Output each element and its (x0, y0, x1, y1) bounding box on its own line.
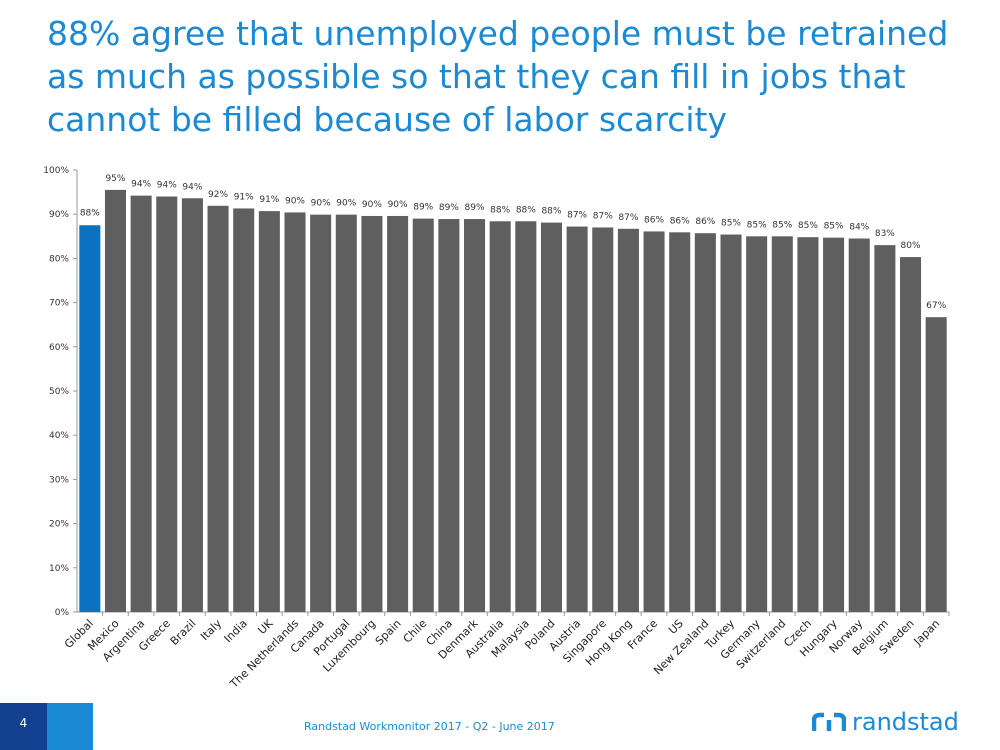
data-label: 92% (208, 190, 228, 200)
bar (694, 233, 716, 612)
y-tick-label: 70% (49, 299, 69, 309)
data-label: 94% (131, 180, 151, 190)
y-tick-label: 50% (49, 387, 69, 397)
y-tick-label: 80% (49, 254, 69, 264)
data-label: 88% (80, 208, 100, 218)
data-label: 94% (182, 182, 202, 192)
y-tick-label: 60% (49, 343, 69, 353)
bar (900, 257, 922, 612)
data-label: 85% (747, 220, 767, 230)
bar (207, 205, 229, 612)
data-label: 90% (388, 200, 408, 210)
logo-text: randstad (852, 708, 959, 736)
bar (925, 317, 947, 612)
data-label: 85% (772, 220, 792, 230)
bar (361, 215, 383, 612)
bar (823, 237, 845, 612)
data-label: 91% (259, 195, 279, 205)
bar (566, 226, 588, 613)
data-label: 85% (824, 222, 844, 232)
data-label: 88% (541, 207, 561, 217)
footer-bar-dark (0, 703, 47, 750)
data-label: 89% (439, 203, 459, 213)
data-label: 95% (105, 174, 125, 184)
bar (515, 221, 537, 612)
y-tick-label: 10% (49, 564, 69, 574)
bar (104, 189, 126, 612)
bar (438, 219, 460, 612)
bar (335, 214, 357, 612)
category-label: Italy (198, 617, 224, 643)
bar (79, 225, 101, 612)
bar (848, 238, 870, 612)
y-tick-label: 40% (49, 431, 69, 441)
y-tick-label: 30% (49, 475, 69, 485)
footer-source: Randstad Workmonitor 2017 - Q2 - June 20… (304, 720, 555, 733)
bar (643, 231, 665, 613)
category-label: Brazil (168, 617, 199, 648)
bar (720, 234, 742, 613)
footer-bar-light (47, 703, 93, 750)
data-label: 91% (234, 192, 254, 202)
bar (746, 236, 768, 613)
bar (464, 219, 486, 612)
category-label: US (666, 617, 686, 637)
data-label: 67% (926, 301, 946, 311)
y-tick-label: 0% (55, 608, 70, 618)
bar (181, 198, 203, 612)
category-label: Japan (911, 617, 943, 649)
bar (874, 245, 896, 612)
y-tick-label: 90% (49, 210, 69, 220)
data-label: 89% (413, 203, 433, 213)
bar (489, 221, 511, 612)
data-label: 87% (593, 211, 613, 221)
bar (258, 211, 280, 612)
category-label: India (222, 617, 250, 645)
data-label: 90% (336, 199, 356, 209)
randstad-logo: randstad (812, 708, 959, 736)
bar (771, 236, 793, 613)
data-label: 86% (695, 217, 715, 227)
bar (412, 218, 434, 612)
data-label: 90% (362, 200, 382, 210)
bar (592, 227, 614, 612)
data-label: 85% (721, 219, 741, 229)
bar (540, 222, 562, 612)
page-number: 4 (19, 716, 28, 730)
bar (233, 208, 255, 613)
data-label: 85% (798, 221, 818, 231)
bar (387, 215, 409, 612)
data-label: 88% (516, 205, 536, 215)
data-label: 94% (157, 181, 177, 191)
data-label: 90% (285, 196, 305, 206)
data-label: 89% (465, 203, 485, 213)
bar (669, 232, 691, 612)
data-label: 84% (849, 223, 869, 233)
data-label: 80% (901, 241, 921, 251)
data-label: 86% (670, 216, 690, 226)
data-label: 90% (311, 199, 331, 209)
y-tick-label: 20% (49, 520, 69, 530)
chart-title: 88% agree that unemployed people must be… (47, 14, 949, 139)
bar (797, 237, 819, 612)
bar-chart: 0%10%20%30%40%50%60%70%80%90%100%88%Glob… (43, 166, 950, 691)
data-label: 87% (618, 213, 638, 223)
category-label: Spain (373, 617, 404, 648)
bar (617, 228, 639, 612)
data-label: 88% (490, 205, 510, 215)
bar (284, 212, 306, 612)
data-label: 86% (644, 215, 664, 225)
y-tick-label: 100% (43, 166, 69, 176)
randstad-logo-icon (812, 712, 846, 731)
category-label: UK (255, 616, 276, 637)
bar (130, 195, 152, 613)
data-label: 83% (875, 229, 895, 239)
bar (156, 196, 178, 612)
data-label: 87% (567, 211, 587, 221)
bar (310, 214, 332, 612)
